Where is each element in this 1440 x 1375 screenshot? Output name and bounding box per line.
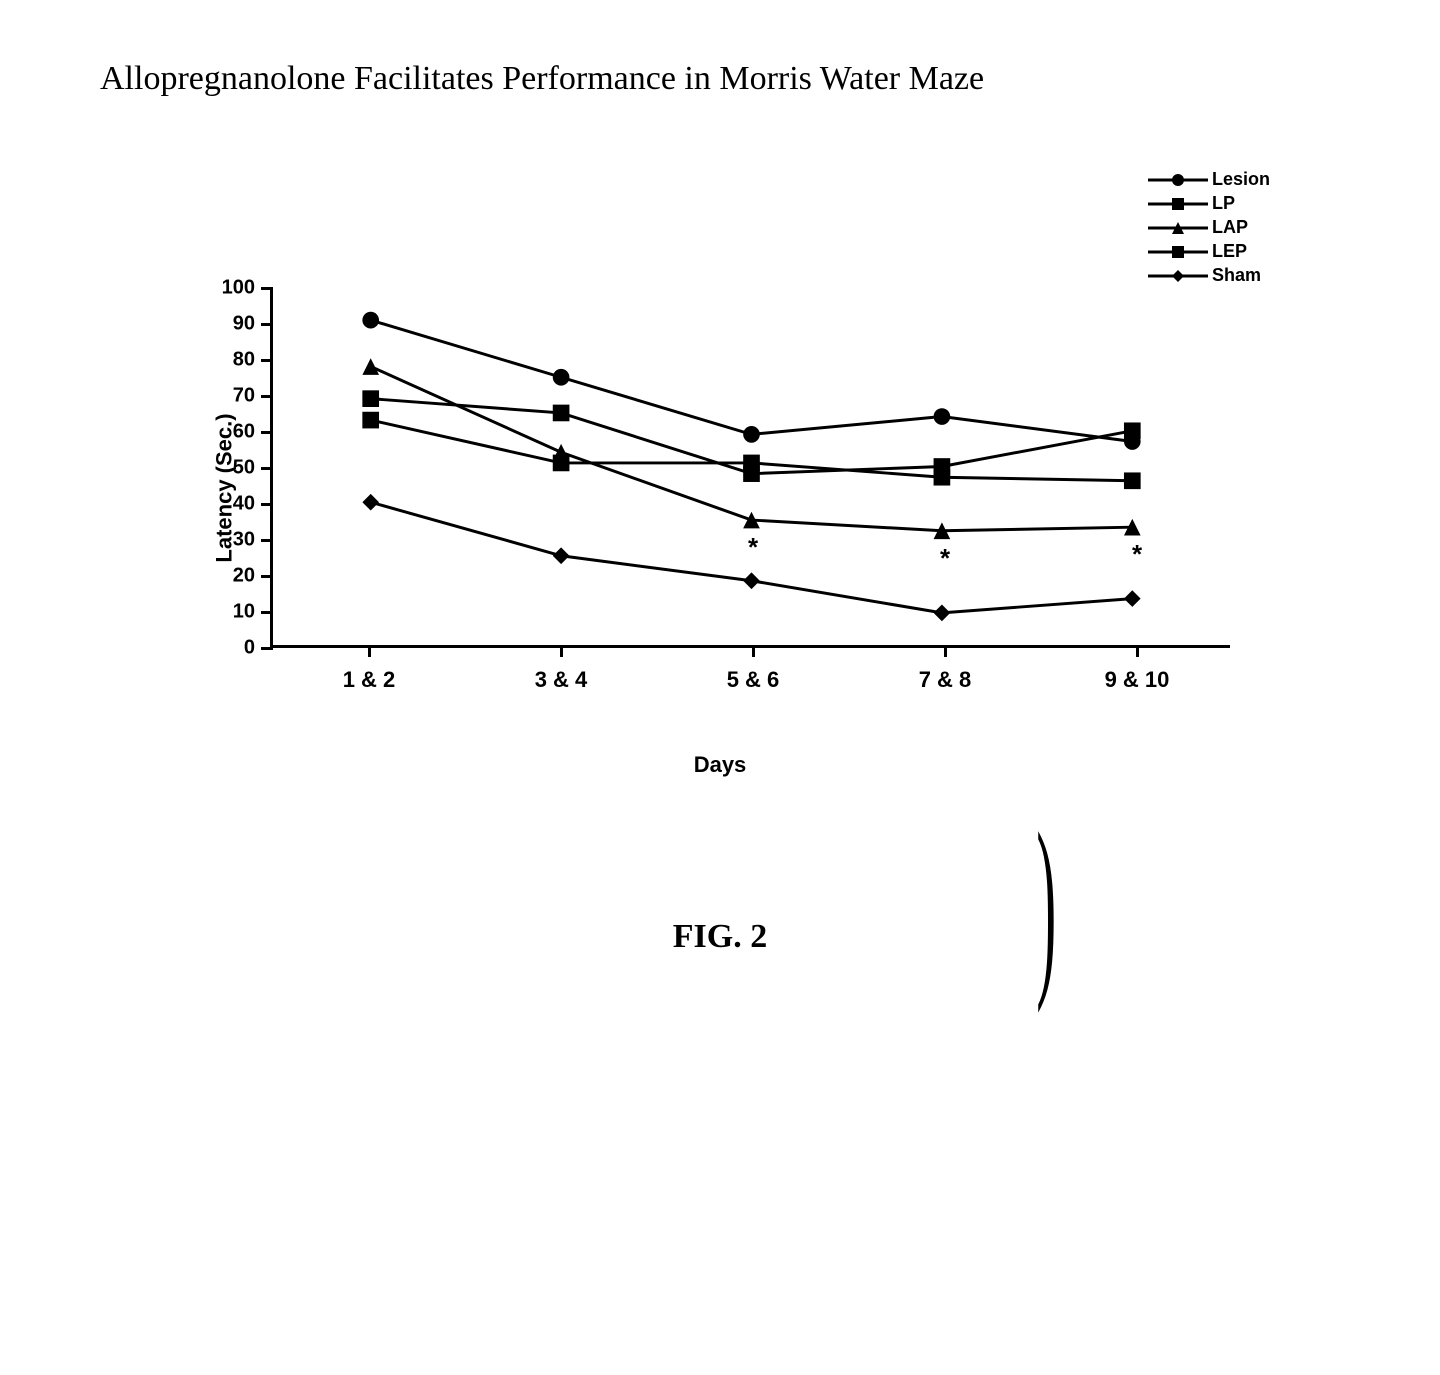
chart-lines-svg [273,288,1230,645]
legend-item-LP: LP [1148,192,1270,216]
x-tick [752,645,755,657]
x-tick-label: 9 & 10 [1105,667,1170,693]
x-tick-label: 3 & 4 [535,667,588,693]
y-tick [261,539,273,542]
legend-label: LEP [1212,239,1247,264]
x-tick-label: 7 & 8 [919,667,972,693]
x-tick [368,645,371,657]
page-title: Allopregnanolone Facilitates Performance… [100,60,1380,98]
y-tick-label: 70 [233,385,255,408]
legend-label: LAP [1212,215,1248,240]
y-tick-label: 90 [233,313,255,336]
y-tick [261,575,273,578]
legend-item-Sham: Sham [1148,264,1270,288]
y-tick-label: 40 [233,493,255,516]
series-line-LAP [371,367,1133,531]
significance-marker: * [748,532,758,563]
legend-item-Lesion: Lesion [1148,168,1270,192]
y-tick [261,611,273,614]
legend-swatch [1148,170,1208,190]
x-tick [560,645,563,657]
y-tick [261,323,273,326]
significance-marker: * [1132,539,1142,570]
legend-label: LP [1212,191,1235,216]
legend-swatch [1148,266,1208,286]
y-tick-label: 10 [233,601,255,624]
x-tick [1136,645,1139,657]
x-tick-label: 5 & 6 [727,667,780,693]
legend-label: Sham [1212,263,1261,288]
legend-swatch [1148,194,1208,214]
y-tick-label: 60 [233,421,255,444]
series-line-Lesion [371,320,1133,441]
x-axis-label: Days [694,752,747,778]
y-tick-label: 20 [233,565,255,588]
y-tick [261,395,273,398]
y-tick [261,431,273,434]
y-tick-label: 100 [222,277,255,300]
legend-item-LAP: LAP [1148,216,1270,240]
significance-marker: * [940,543,950,574]
x-tick [944,645,947,657]
y-tick-label: 50 [233,457,255,480]
y-tick [261,647,273,650]
legend-label: Lesion [1212,167,1270,192]
y-tick [261,467,273,470]
y-tick-label: 80 [233,349,255,372]
stray-bracket-artifact: ) [1037,789,1057,1018]
y-tick [261,287,273,290]
plot-area: 01020304050607080901001 & 23 & 45 & 67 &… [270,288,1230,648]
y-tick [261,359,273,362]
legend-swatch [1148,242,1208,262]
figure-caption: FIG. 2 [60,918,1380,956]
chart-container: LesionLPLAPLEPSham Latency (Sec.) 010203… [130,178,1310,798]
x-tick-label: 1 & 2 [343,667,396,693]
y-tick [261,503,273,506]
y-tick-label: 0 [244,637,255,660]
legend-item-LEP: LEP [1148,240,1270,264]
legend: LesionLPLAPLEPSham [1148,168,1270,288]
y-tick-label: 30 [233,529,255,552]
legend-swatch [1148,218,1208,238]
